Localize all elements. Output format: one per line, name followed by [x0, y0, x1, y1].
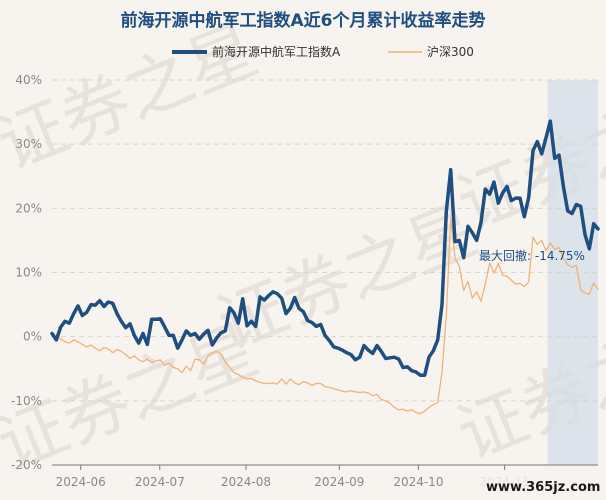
site-badge [480, 475, 604, 497]
y-tick-label-1: -10% [11, 394, 42, 408]
y-tick-label-3: 10% [15, 266, 42, 280]
max-drawdown-annotation: 最大回撤: -14.75% [479, 248, 585, 263]
legend: 前海开源中航军工指数A 沪深300 [172, 44, 474, 59]
drawdown-shade [547, 80, 598, 465]
y-tick-label-0: -20% [11, 458, 42, 472]
x-tick-label-1: 2024-07 [135, 475, 185, 489]
y-tick-label-2: 0% [23, 330, 42, 344]
series-line-benchmark [51, 217, 599, 415]
legend-label-benchmark: 沪深300 [427, 45, 474, 59]
legend-label-main: 前海开源中航军工指数A [212, 44, 341, 59]
x-tick-label-2: 2024-08 [221, 475, 271, 489]
x-tick-label-3: 2024-09 [314, 475, 364, 489]
chart-title: 前海开源中航军工指数A近6个月累计收益率走势 [121, 10, 486, 31]
watermark-text-1: 证券之星 [0, 11, 269, 186]
x-tick-label-0: 2024-06 [56, 475, 106, 489]
y-tick-label-4: 20% [15, 201, 42, 215]
site-watermark: www.365jz.com [486, 480, 600, 495]
y-tick-label-5: 30% [15, 137, 42, 151]
x-tick-label-4: 2024-10 [393, 475, 443, 489]
series-line-main [50, 119, 600, 377]
y-tick-label-6: 40% [15, 73, 42, 87]
